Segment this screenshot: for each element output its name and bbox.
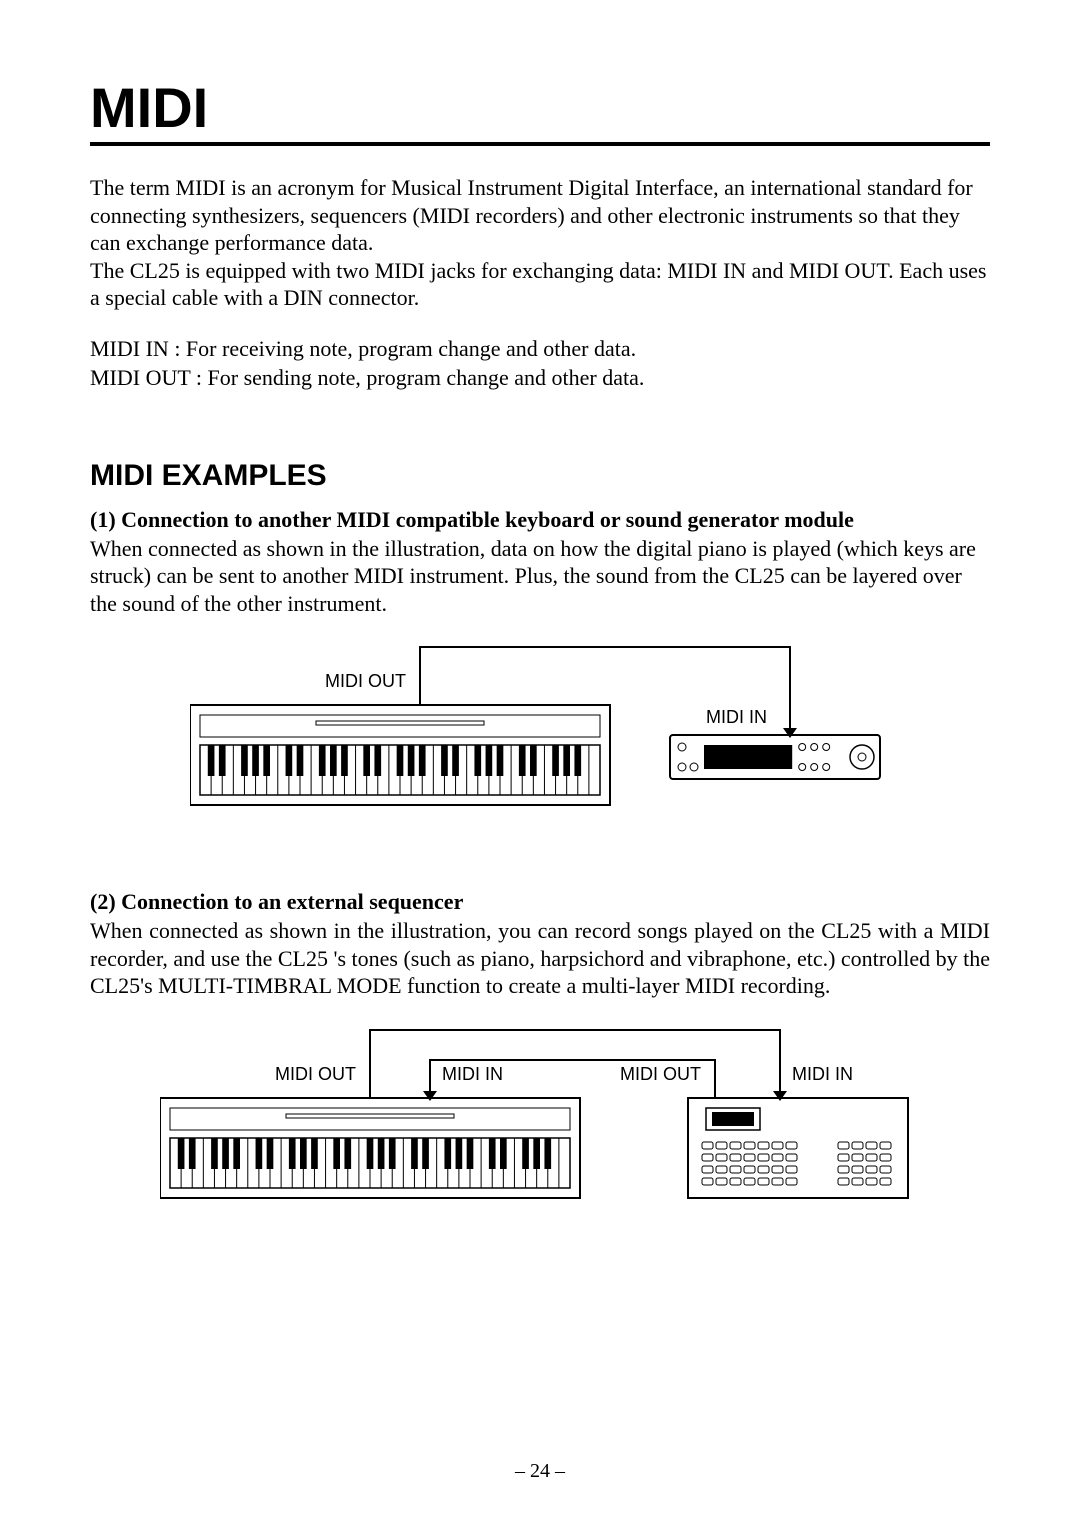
intro-paragraph-2: The CL25 is equipped with two MIDI jacks… bbox=[90, 257, 990, 312]
diagram-1-wrap: MIDI OUT MIDI IN bbox=[90, 645, 990, 815]
svg-text:MIDI OUT: MIDI OUT bbox=[275, 1064, 356, 1084]
example-2-heading: (2) Connection to an external sequencer bbox=[90, 889, 990, 915]
example-2-body: When connected as shown in the illustrat… bbox=[90, 917, 990, 1000]
diagram-2: MIDI OUT MIDI IN MIDI OUT MIDI IN bbox=[160, 1028, 920, 1203]
midi-in-line: MIDI IN : For receiving note, program ch… bbox=[90, 334, 990, 364]
intro-paragraph-1: The term MIDI is an acronym for Musical … bbox=[90, 174, 990, 257]
spacer bbox=[90, 825, 990, 889]
page-number: – 24 – bbox=[0, 1460, 1080, 1483]
svg-text:MIDI OUT: MIDI OUT bbox=[620, 1064, 701, 1084]
svg-text:MIDI OUT: MIDI OUT bbox=[325, 671, 406, 691]
diagram-1: MIDI OUT MIDI IN bbox=[190, 645, 890, 815]
midi-out-line: MIDI OUT : For sending note, program cha… bbox=[90, 363, 990, 393]
intro-block: The term MIDI is an acronym for Musical … bbox=[90, 174, 990, 312]
svg-text:MIDI IN: MIDI IN bbox=[792, 1064, 853, 1084]
svg-text:MIDI IN: MIDI IN bbox=[442, 1064, 503, 1084]
svg-text:MIDI IN: MIDI IN bbox=[706, 707, 767, 727]
page: MIDI The term MIDI is an acronym for Mus… bbox=[0, 0, 1080, 1525]
example-1-body: When connected as shown in the illustrat… bbox=[90, 535, 990, 618]
diagram-2-wrap: MIDI OUT MIDI IN MIDI OUT MIDI IN bbox=[90, 1028, 990, 1203]
section-heading-midi-examples: MIDI EXAMPLES bbox=[90, 459, 990, 493]
title-rule bbox=[90, 142, 990, 146]
example-1-heading: (1) Connection to another MIDI compatibl… bbox=[90, 507, 990, 533]
page-title: MIDI bbox=[90, 80, 990, 136]
